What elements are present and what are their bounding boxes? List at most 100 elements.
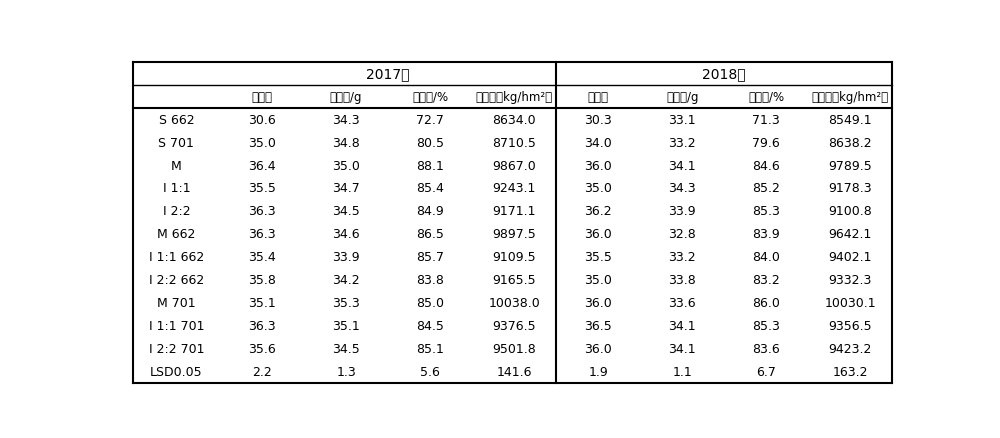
Text: 33.2: 33.2 — [668, 136, 696, 149]
Text: 35.0: 35.0 — [332, 159, 360, 172]
Text: 84.0: 84.0 — [752, 251, 780, 264]
Text: 33.9: 33.9 — [332, 251, 360, 264]
Text: 88.1: 88.1 — [416, 159, 444, 172]
Text: 1.3: 1.3 — [336, 365, 356, 378]
Text: 35.1: 35.1 — [332, 319, 360, 332]
Text: 84.9: 84.9 — [416, 205, 444, 218]
Text: 79.6: 79.6 — [752, 136, 780, 149]
Text: I 2:2: I 2:2 — [163, 205, 190, 218]
Text: 9178.3: 9178.3 — [828, 182, 872, 195]
Text: 34.5: 34.5 — [332, 342, 360, 355]
Text: 9109.5: 9109.5 — [492, 251, 536, 264]
Text: 35.8: 35.8 — [248, 274, 276, 286]
Text: 34.1: 34.1 — [668, 319, 696, 332]
Text: 35.5: 35.5 — [584, 251, 612, 264]
Text: 行粒数: 行粒数 — [252, 91, 273, 103]
Text: 8549.1: 8549.1 — [828, 113, 872, 127]
Text: 85.7: 85.7 — [416, 251, 444, 264]
Text: 2017年: 2017年 — [366, 67, 410, 81]
Text: 9867.0: 9867.0 — [492, 159, 536, 172]
Text: I 1:1: I 1:1 — [163, 182, 190, 195]
Text: 34.2: 34.2 — [332, 274, 360, 286]
Text: 80.5: 80.5 — [416, 136, 444, 149]
Text: 85.3: 85.3 — [752, 205, 780, 218]
Text: 9642.1: 9642.1 — [829, 228, 872, 241]
Text: 33.8: 33.8 — [668, 274, 696, 286]
Text: 2018年: 2018年 — [702, 67, 746, 81]
Text: 34.7: 34.7 — [332, 182, 360, 195]
Text: 9100.8: 9100.8 — [828, 205, 872, 218]
Text: 9789.5: 9789.5 — [828, 159, 872, 172]
Text: 84.5: 84.5 — [416, 319, 444, 332]
Text: 33.9: 33.9 — [668, 205, 696, 218]
Text: 32.8: 32.8 — [668, 228, 696, 241]
Text: 8634.0: 8634.0 — [492, 113, 536, 127]
Text: 36.0: 36.0 — [584, 228, 612, 241]
Text: 36.4: 36.4 — [248, 159, 276, 172]
Text: 71.3: 71.3 — [752, 113, 780, 127]
Text: I 2:2 662: I 2:2 662 — [149, 274, 204, 286]
Text: 5.6: 5.6 — [420, 365, 440, 378]
Text: 9501.8: 9501.8 — [492, 342, 536, 355]
Text: 85.3: 85.3 — [752, 319, 780, 332]
Text: 35.3: 35.3 — [332, 297, 360, 310]
Text: 141.6: 141.6 — [496, 365, 532, 378]
Text: 产量／（kg/hm²）: 产量／（kg/hm²） — [476, 91, 553, 103]
Text: 36.0: 36.0 — [584, 297, 612, 310]
Text: 10030.1: 10030.1 — [824, 297, 876, 310]
Text: 34.1: 34.1 — [668, 342, 696, 355]
Text: 33.1: 33.1 — [668, 113, 696, 127]
Text: I 1:1 662: I 1:1 662 — [149, 251, 204, 264]
Text: 8710.5: 8710.5 — [492, 136, 536, 149]
Text: 72.7: 72.7 — [416, 113, 444, 127]
Text: 163.2: 163.2 — [832, 365, 868, 378]
Text: 百粒重/g: 百粒重/g — [330, 91, 362, 103]
Text: 85.0: 85.0 — [416, 297, 444, 310]
Text: 35.0: 35.0 — [584, 274, 612, 286]
Text: 30.3: 30.3 — [584, 113, 612, 127]
Text: 34.8: 34.8 — [332, 136, 360, 149]
Text: S 701: S 701 — [158, 136, 194, 149]
Text: 35.0: 35.0 — [584, 182, 612, 195]
Text: 8638.2: 8638.2 — [828, 136, 872, 149]
Text: 9376.5: 9376.5 — [492, 319, 536, 332]
Text: I 2:2 701: I 2:2 701 — [149, 342, 204, 355]
Text: 83.6: 83.6 — [752, 342, 780, 355]
Text: 83.2: 83.2 — [752, 274, 780, 286]
Text: 35.5: 35.5 — [248, 182, 276, 195]
Text: 9332.3: 9332.3 — [829, 274, 872, 286]
Text: 33.2: 33.2 — [668, 251, 696, 264]
Text: 行粒数: 行粒数 — [588, 91, 609, 103]
Text: 9423.2: 9423.2 — [829, 342, 872, 355]
Text: 86.0: 86.0 — [752, 297, 780, 310]
Text: S 662: S 662 — [159, 113, 194, 127]
Text: 9402.1: 9402.1 — [828, 251, 872, 264]
Text: 83.9: 83.9 — [752, 228, 780, 241]
Text: 34.3: 34.3 — [332, 113, 360, 127]
Text: 36.3: 36.3 — [248, 205, 276, 218]
Text: 83.8: 83.8 — [416, 274, 444, 286]
Text: M: M — [171, 159, 182, 172]
Text: 36.3: 36.3 — [248, 228, 276, 241]
Text: 1.1: 1.1 — [672, 365, 692, 378]
Text: 85.4: 85.4 — [416, 182, 444, 195]
Text: 百粒重/g: 百粒重/g — [666, 91, 698, 103]
Text: 9897.5: 9897.5 — [492, 228, 536, 241]
Text: 9165.5: 9165.5 — [492, 274, 536, 286]
Text: 36.5: 36.5 — [584, 319, 612, 332]
Text: 35.0: 35.0 — [248, 136, 276, 149]
Text: M 701: M 701 — [157, 297, 196, 310]
Text: 30.6: 30.6 — [248, 113, 276, 127]
Text: 36.3: 36.3 — [248, 319, 276, 332]
Text: 10038.0: 10038.0 — [488, 297, 540, 310]
Text: I 1:1 701: I 1:1 701 — [149, 319, 204, 332]
Text: 34.6: 34.6 — [332, 228, 360, 241]
Text: 35.6: 35.6 — [248, 342, 276, 355]
Text: 84.6: 84.6 — [752, 159, 780, 172]
Text: 1.9: 1.9 — [588, 365, 608, 378]
Text: 34.3: 34.3 — [668, 182, 696, 195]
Text: 9243.1: 9243.1 — [492, 182, 536, 195]
Text: 6.7: 6.7 — [756, 365, 776, 378]
Text: 35.4: 35.4 — [248, 251, 276, 264]
Text: 86.5: 86.5 — [416, 228, 444, 241]
